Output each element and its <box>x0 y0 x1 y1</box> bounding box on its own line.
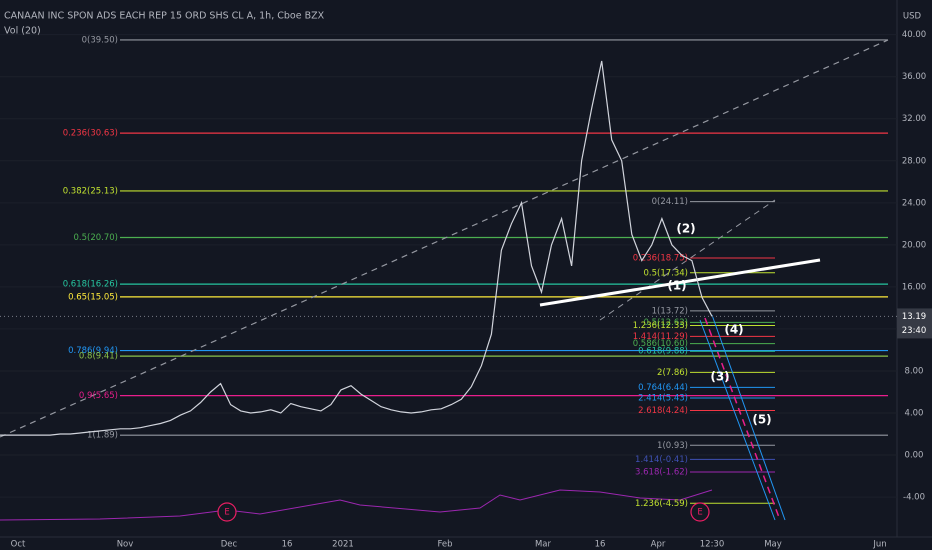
x-tick-label: 12:30 <box>700 540 725 550</box>
fib-label: 1.236(-4.59) <box>635 499 688 509</box>
fib-label: 0.5(20.70) <box>74 233 118 243</box>
wave-label: (5) <box>752 413 771 427</box>
y-tick-label: 36.00 <box>902 72 926 82</box>
x-tick-label: Dec <box>221 540 238 550</box>
price-tag-label: 13.19 <box>902 312 926 322</box>
x-tick-label: Apr <box>651 540 666 550</box>
wave-label: (4) <box>724 323 743 337</box>
fib-label: 1.414(-0.41) <box>635 455 688 465</box>
fib-label: 0.618(16.26) <box>63 280 118 290</box>
fib-label: 0.9(5.65) <box>79 391 118 401</box>
fib-label: 0.764(6.44) <box>638 383 688 393</box>
wave-label: (2) <box>676 222 695 236</box>
x-tick-label: 16 <box>595 540 606 550</box>
fib-label: 3.618(-1.62) <box>635 468 688 478</box>
earnings-marker <box>217 502 237 522</box>
x-tick-label: Jun <box>872 540 886 550</box>
x-tick-label: May <box>764 540 782 550</box>
fib-label: 0.5(12.62) <box>644 318 688 328</box>
x-tick-label: Feb <box>437 540 452 550</box>
fib-label: 0(24.11) <box>652 197 688 207</box>
y-tick-label: 16.00 <box>902 282 926 292</box>
earnings-marker <box>690 502 710 522</box>
price-line <box>0 60 713 436</box>
fib-label: 0.236(18.75) <box>633 253 688 263</box>
fib-label: 1(1.89) <box>87 431 118 441</box>
trend-line <box>0 39 889 438</box>
fib-label: 0.8(9.41) <box>79 352 118 362</box>
y-tick-label: -4.00 <box>903 493 925 503</box>
trend-line <box>539 258 821 307</box>
y-tick-label: 32.00 <box>902 114 926 124</box>
fib-label: 1.414(11.29) <box>633 332 688 342</box>
price-tag <box>897 308 932 339</box>
y-tick-label: 4.00 <box>905 408 924 418</box>
earnings-label: E <box>224 508 229 518</box>
earnings-label: E <box>697 508 702 518</box>
fib-label: 0(39.50) <box>82 35 118 45</box>
fib-label: 0.618(9.88) <box>638 347 688 357</box>
indicator-label: Vol (20) <box>4 26 41 37</box>
volume-ma-line <box>0 489 713 521</box>
fib-label: 0.586(10.60) <box>633 339 688 349</box>
y-tick-label: 24.00 <box>902 198 926 208</box>
y-tick-label: 40.00 <box>902 30 926 40</box>
y-tick-label: 28.00 <box>902 156 926 166</box>
fib-label: 2.414(5.43) <box>638 393 688 403</box>
fib-label: 0.382(25.13) <box>63 186 118 196</box>
fib-label: 0.65(15.05) <box>68 292 118 302</box>
channel-line <box>711 314 786 521</box>
fib-label: 1.236(12.33) <box>633 321 688 331</box>
countdown-label: 23:40 <box>902 326 927 336</box>
currency-label: USD <box>903 12 922 22</box>
x-tick-label: Mar <box>535 540 552 550</box>
fib-label: 2(7.86) <box>657 368 688 378</box>
fib-label: 0.5(17.34) <box>644 268 688 278</box>
x-tick-label: Oct <box>11 540 26 550</box>
wave-label: (3) <box>710 370 729 384</box>
y-tick-label: 8.00 <box>905 366 924 376</box>
wave-label: (1) <box>667 279 686 293</box>
trend-line <box>599 199 776 321</box>
fib-label: 2.618(4.24) <box>638 406 688 416</box>
x-tick-label: Nov <box>117 540 134 550</box>
x-tick-label: 2021 <box>332 540 354 550</box>
x-tick-label: 16 <box>282 540 293 550</box>
fib-label: 1(0.93) <box>657 441 688 451</box>
fib-label: 1(13.72) <box>652 306 688 316</box>
chart-title: CANAAN INC SPON ADS EACH REP 15 ORD SHS … <box>4 11 325 22</box>
y-tick-label: 0.00 <box>905 451 924 461</box>
fib-label: 0.786(9.94) <box>68 346 118 356</box>
fib-label: 0.236(30.63) <box>63 129 118 139</box>
channel-line <box>699 319 776 521</box>
y-tick-label: 20.00 <box>902 240 926 250</box>
